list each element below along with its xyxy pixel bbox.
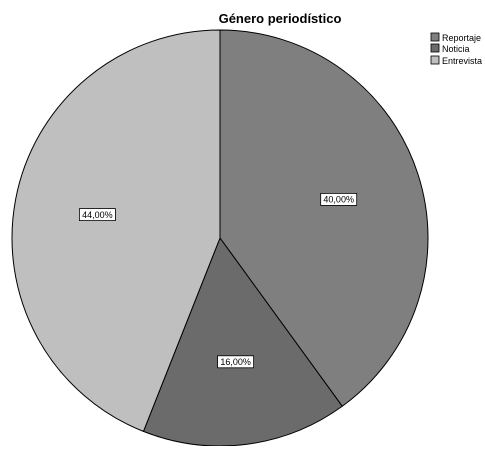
legend-swatch-entrevista bbox=[430, 55, 440, 65]
legend: Reportaje Noticia Entrevista bbox=[430, 32, 482, 66]
data-label-text-entrevista: 44,00% bbox=[82, 210, 113, 220]
pie-slices bbox=[11, 29, 429, 447]
legend-label-noticia: Noticia bbox=[442, 44, 470, 54]
data-label-box-entrevista bbox=[79, 208, 116, 222]
data-label-box-reportaje bbox=[320, 192, 358, 206]
pie-slice-entrevista bbox=[11, 29, 221, 433]
data-label-box-noticia bbox=[217, 355, 255, 369]
legend-label-reportaje: Reportaje bbox=[442, 33, 481, 43]
pie-slice-reportaje bbox=[219, 29, 429, 407]
legend-swatch-noticia bbox=[430, 43, 440, 53]
chart-title: Género periodístico bbox=[219, 11, 342, 26]
data-label-text-noticia: 16,00% bbox=[220, 357, 251, 367]
data-label-entrevista: 44,00% bbox=[79, 208, 116, 222]
data-label-reportaje: 40,00% bbox=[320, 192, 358, 206]
data-label-noticia: 16,00% bbox=[217, 355, 255, 369]
legend-label-entrevista: Entrevista bbox=[442, 56, 482, 66]
pie-slice-noticia bbox=[142, 236, 343, 447]
legend-swatch-reportaje bbox=[430, 32, 440, 42]
data-label-text-reportaje: 40,00% bbox=[323, 195, 354, 205]
pie-data-labels: 40,00% 16,00% 44,00% bbox=[79, 192, 358, 369]
